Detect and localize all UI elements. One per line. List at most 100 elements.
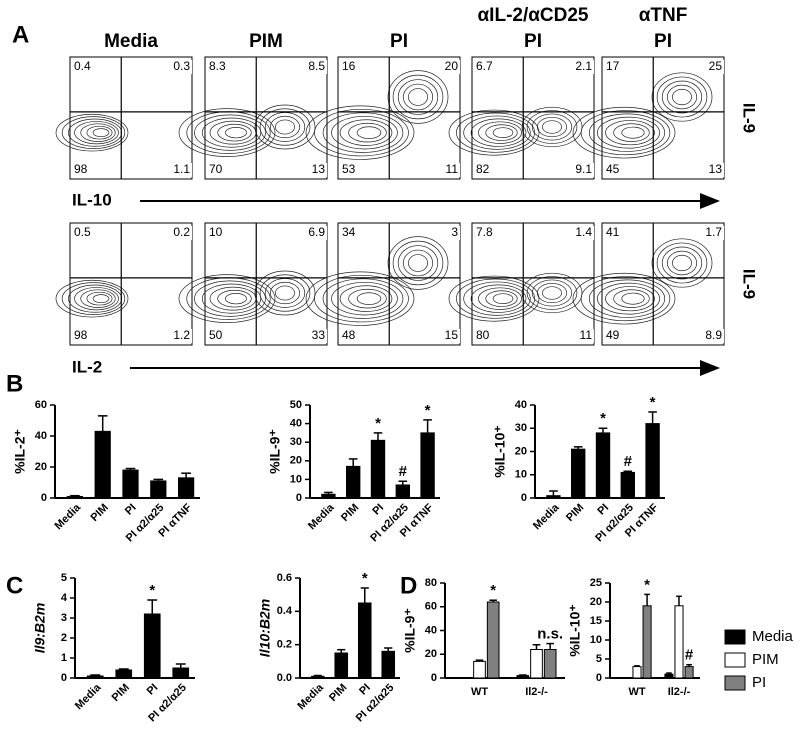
quadrant-percent: 11 [446, 162, 459, 176]
quadrant-bg [301, 163, 327, 177]
quadrant-bg [698, 329, 724, 343]
y-tick-label: 40 [290, 418, 302, 430]
quadrant-bg [568, 226, 594, 240]
x-tick-label: Il2-/- [668, 686, 691, 698]
quadrant-bg [301, 329, 327, 343]
quadrant-percent: 33 [312, 328, 326, 342]
quadrant-percent: 0.5 [74, 225, 91, 239]
bar [150, 480, 167, 499]
quadrant-bg [604, 60, 630, 74]
quadrant-bg [698, 60, 724, 74]
contour [86, 291, 113, 306]
significance-label: * [425, 402, 431, 419]
y-tick-label: 0 [596, 672, 602, 684]
contour [456, 278, 536, 319]
quadrant-bg [604, 329, 630, 343]
y-tick-label: 40 [515, 399, 527, 411]
y-tick-label: 10 [290, 473, 302, 485]
contour [588, 113, 666, 152]
y-tick-label: 50 [290, 399, 302, 411]
quadrant-bg [166, 163, 192, 177]
quadrant-bg [72, 60, 98, 74]
quadrant-percent: 2.1 [575, 59, 592, 73]
y-tick-label: 0 [431, 672, 437, 684]
contour [542, 286, 562, 300]
contour [536, 282, 568, 304]
contour [387, 70, 449, 124]
y-tick-label: 20 [590, 596, 602, 608]
contour [225, 127, 247, 139]
quadrant-bg [207, 226, 233, 240]
contour [478, 287, 522, 310]
x-tick-label: Media [295, 681, 326, 712]
flow-plot [204, 56, 328, 180]
contour [470, 284, 527, 313]
contour [536, 116, 568, 138]
y-axis-label: %IL-2⁺ [12, 429, 28, 474]
quadrant-bg [474, 226, 500, 240]
quadrant-bg [340, 60, 366, 74]
y-tick-label: 0 [41, 492, 47, 504]
y-tick-label: 25 [590, 577, 602, 589]
y-tick-label: 0 [521, 492, 527, 504]
quadrant-percent: 8.5 [308, 59, 325, 73]
contour [485, 290, 518, 307]
significance-label: * [644, 576, 650, 593]
contour [656, 76, 708, 118]
bar [94, 430, 111, 499]
quadrant-percent: 20 [445, 59, 459, 73]
y-tick-label: 2 [61, 632, 67, 644]
quadrant-percent: 1.7 [705, 225, 722, 239]
bar [459, 677, 473, 679]
bar [642, 605, 652, 679]
quadrant-bg [166, 329, 192, 343]
quadrant-percent: 13 [709, 162, 723, 176]
quadrant-bg [434, 163, 460, 177]
bar [381, 650, 396, 679]
quadrant-percent: 70 [209, 162, 223, 176]
quadrant-percent: 3 [451, 225, 458, 239]
contour [463, 281, 531, 316]
bar [122, 469, 139, 499]
bar [172, 667, 190, 679]
x-tick-label: PIM [89, 502, 111, 524]
y-tick-label: 20 [290, 455, 302, 467]
bar [321, 493, 336, 499]
quadrant-percent: 10 [209, 225, 223, 239]
quadrant-percent: 49 [606, 328, 620, 342]
contour [492, 127, 514, 138]
contour [305, 271, 415, 326]
bar [664, 673, 674, 679]
contour [621, 292, 645, 305]
contour [666, 84, 698, 110]
quadrant-percent: 1.4 [575, 225, 592, 239]
contour [178, 108, 276, 157]
contour [448, 275, 540, 322]
contour [269, 281, 301, 305]
x-axis-label: IL-2 [72, 357, 102, 376]
quadrant-percent: 11 [580, 328, 593, 342]
contour [275, 119, 295, 135]
bar [516, 675, 530, 679]
contour [339, 119, 393, 146]
quadrant-bg [207, 60, 233, 74]
contour [531, 279, 573, 307]
quadrant-bg [340, 163, 366, 177]
contour [492, 293, 514, 304]
quadrant-percent: 16 [342, 59, 356, 73]
contour [651, 238, 713, 288]
contour [531, 113, 573, 141]
y-tick-label: 4 [61, 592, 68, 604]
bar [645, 423, 660, 499]
contour [217, 289, 252, 308]
contour [613, 123, 650, 142]
significance-label: # [399, 463, 408, 480]
contour [408, 254, 428, 272]
flow-plot [601, 222, 725, 346]
quadrant-percent: 0.2 [173, 225, 190, 239]
contour [61, 282, 126, 315]
flow-plot [204, 222, 328, 346]
contour [80, 289, 116, 308]
x-tick-label: WT [628, 686, 645, 698]
